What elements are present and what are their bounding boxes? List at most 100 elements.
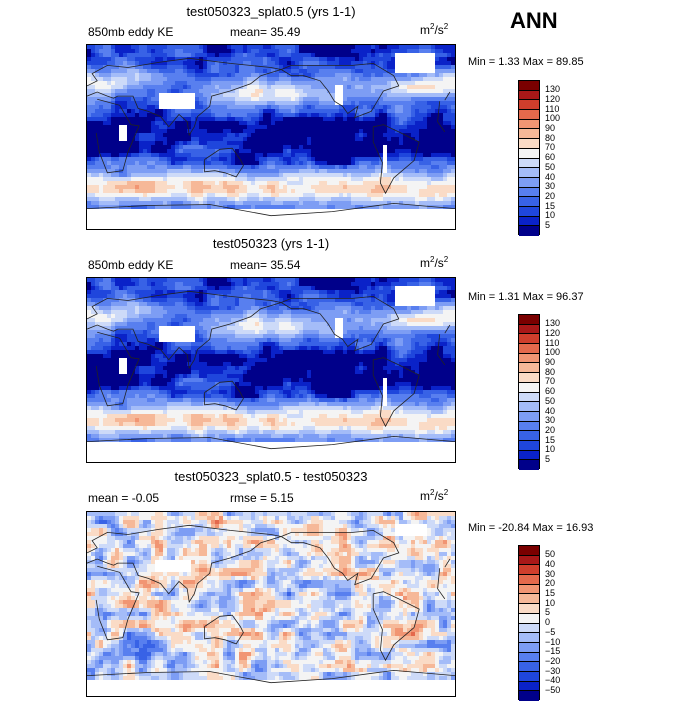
field-cell: [343, 149, 347, 153]
field-cell: [375, 77, 379, 81]
field-cell: [187, 217, 191, 221]
field-cell: [435, 57, 439, 61]
field-cell: [439, 225, 443, 229]
field-cell: [107, 85, 111, 89]
field-cell: [343, 97, 347, 101]
field-cell: [107, 181, 111, 185]
field-cell: [279, 129, 283, 133]
field-cell: [187, 89, 191, 93]
field-cell: [279, 221, 283, 225]
field-cell: [271, 153, 275, 157]
field-cell: [427, 173, 431, 177]
field-cell: [355, 97, 359, 101]
field-cell: [335, 290, 339, 294]
field-cell: [171, 133, 175, 137]
field-cell: [127, 306, 131, 310]
field-cell: [207, 225, 211, 229]
field-cell: [347, 133, 351, 137]
field-cell: [355, 133, 359, 137]
field-cell: [383, 213, 387, 217]
field-cell: [407, 101, 411, 105]
field-cell: [271, 65, 275, 69]
field-cell: [279, 290, 283, 294]
field-cell: [127, 282, 131, 286]
field-cell: [395, 221, 399, 225]
field-cell: [295, 69, 299, 73]
field-cell: [371, 45, 375, 49]
field-cell: [391, 221, 395, 225]
field-cell: [227, 217, 231, 221]
field-cell: [199, 101, 203, 105]
field-cell: [351, 306, 355, 310]
field-cell: [115, 173, 119, 177]
field-cell: [295, 121, 299, 125]
field-cell: [367, 101, 371, 105]
field-cell: [431, 69, 435, 73]
field-cell: [99, 117, 103, 121]
field-cell: [135, 189, 139, 193]
field-cell: [427, 69, 431, 73]
field-cell: [235, 69, 239, 73]
field-cell: [411, 169, 415, 173]
field-cell: [139, 81, 143, 85]
field-cell: [443, 109, 447, 113]
field-cell: [399, 145, 403, 149]
field-cell: [351, 141, 355, 145]
field-cell: [303, 57, 307, 61]
field-cell: [151, 201, 155, 205]
field-cell: [255, 197, 259, 201]
field-cell: [199, 57, 203, 61]
field-cell: [283, 77, 287, 81]
field-cell: [239, 137, 243, 141]
field-cell: [211, 45, 215, 49]
field-cell: [447, 286, 451, 290]
field-cell: [343, 161, 347, 165]
field-cell: [143, 133, 147, 137]
field-cell: [267, 105, 271, 109]
field-cell: [87, 57, 91, 61]
field-cell: [431, 133, 435, 137]
field-cell: [191, 105, 195, 109]
field-cell: [247, 290, 251, 294]
field-cell: [159, 185, 163, 189]
field-cell: [423, 57, 427, 61]
field-cell: [411, 225, 415, 229]
field-cell: [179, 125, 183, 129]
field-cell: [363, 278, 367, 282]
field-cell: [423, 97, 427, 101]
field-cell: [359, 89, 363, 93]
field-cell: [267, 278, 271, 282]
field-cell: [315, 53, 319, 57]
field-cell: [99, 294, 103, 298]
field-cell: [231, 53, 235, 57]
field-cell: [199, 161, 203, 165]
field-cell: [423, 89, 427, 93]
field-cell: [427, 105, 431, 109]
field-cell: [267, 85, 271, 89]
field-cell: [343, 193, 347, 197]
field-cell: [155, 65, 159, 69]
field-cell: [271, 201, 275, 205]
field-cell: [171, 225, 175, 229]
field-cell: [295, 101, 299, 105]
field-cell: [431, 53, 435, 57]
field-cell: [351, 217, 355, 221]
field-cell: [447, 45, 451, 49]
field-cell: [283, 141, 287, 145]
field-cell: [387, 137, 391, 141]
field-cell: [227, 290, 231, 294]
field-cell: [383, 85, 387, 89]
field-cell: [419, 153, 423, 157]
field-cell: [347, 205, 351, 209]
field-cell: [247, 113, 251, 117]
field-cell: [319, 149, 323, 153]
field-cell: [279, 149, 283, 153]
field-cell: [251, 109, 255, 113]
field-cell: [227, 286, 231, 290]
field-cell: [415, 181, 419, 185]
field-cell: [271, 145, 275, 149]
field-cell: [363, 137, 367, 141]
field-cell: [211, 85, 215, 89]
field-cell: [179, 282, 183, 286]
field-cell: [419, 209, 423, 213]
